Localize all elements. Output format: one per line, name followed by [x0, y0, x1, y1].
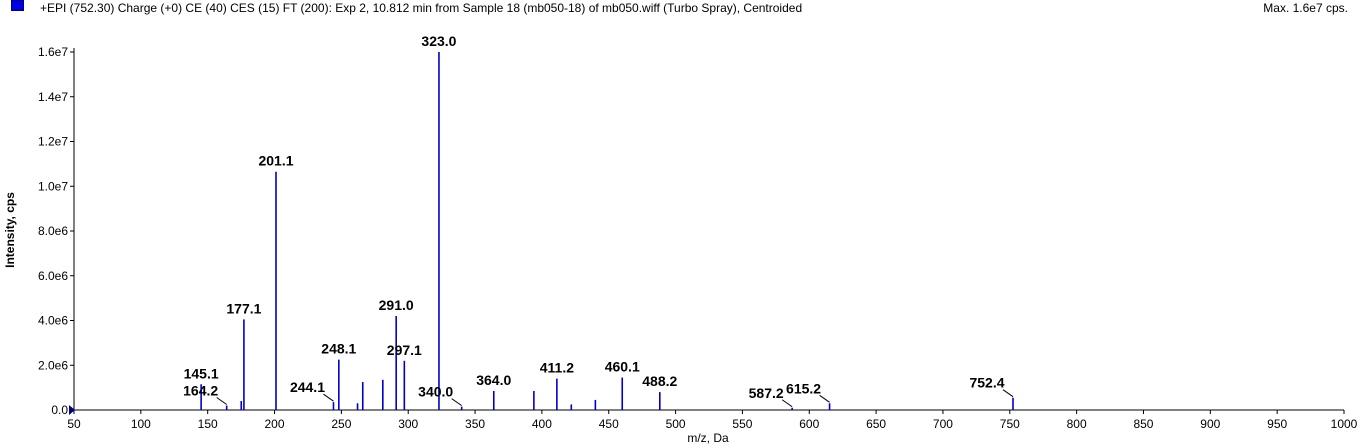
y-tick-label: 1.0e7	[38, 179, 68, 193]
max-intensity-label: Max. 1.6e7 cps.	[1263, 1, 1348, 15]
peak-label-leader	[819, 394, 830, 403]
peak-label-leader	[216, 397, 227, 405]
y-tick-label: 2.0e6	[38, 358, 68, 372]
peak-label: 340.0	[418, 384, 453, 400]
origin-marker	[69, 405, 75, 415]
y-tick-label: 1.4e7	[38, 90, 68, 104]
x-tick-label: 550	[732, 417, 752, 431]
y-tick-label: 8.0e6	[38, 224, 68, 238]
x-tick-label: 250	[331, 417, 351, 431]
legend-swatch	[11, 0, 24, 11]
x-tick-label: 800	[1067, 417, 1087, 431]
x-tick-label: 950	[1267, 417, 1287, 431]
peak-label: 460.1	[605, 359, 640, 375]
peak-label: 291.0	[379, 297, 414, 313]
x-axis-title: m/z, Da	[687, 431, 729, 445]
y-axis-title: Intensity, cps	[3, 192, 17, 268]
x-tick-label: 500	[666, 417, 686, 431]
y-tick-label: 6.0e6	[38, 269, 68, 283]
peak-label: 244.1	[290, 379, 325, 395]
x-tick-label: 50	[67, 417, 81, 431]
peak-label: 587.2	[749, 385, 784, 401]
peak-label: 364.0	[476, 372, 511, 388]
x-tick-label: 400	[532, 417, 552, 431]
x-tick-label: 600	[799, 417, 819, 431]
peak-label: 145.1	[184, 365, 219, 381]
x-tick-label: 350	[465, 417, 485, 431]
peak-label: 411.2	[540, 360, 574, 376]
peak-label: 752.4	[969, 375, 1004, 391]
peak-label: 248.1	[321, 341, 356, 357]
y-tick-label: 4.0e6	[38, 314, 68, 328]
x-tick-label: 300	[398, 417, 418, 431]
peak-label-leader	[451, 398, 462, 407]
peak-label: 297.1	[387, 342, 422, 358]
peak-label: 615.2	[786, 380, 821, 396]
peak-label: 201.1	[258, 153, 293, 169]
x-tick-label: 700	[933, 417, 953, 431]
peak-label: 164.2	[183, 383, 218, 399]
y-tick-label: 0.0	[51, 403, 68, 417]
x-tick-label: 150	[198, 417, 218, 431]
spectrum-title: +EPI (752.30) Charge (+0) CE (40) CES (1…	[40, 1, 803, 15]
peak-label: 323.0	[421, 33, 456, 49]
x-tick-label: 450	[599, 417, 619, 431]
y-tick-label: 1.6e7	[38, 45, 68, 59]
x-tick-label: 200	[265, 417, 285, 431]
x-tick-label: 900	[1200, 417, 1220, 431]
x-tick-label: 750	[1000, 417, 1020, 431]
peak-label: 177.1	[226, 300, 261, 316]
x-tick-label: 1000	[1331, 417, 1358, 431]
y-tick-label: 1.2e7	[38, 135, 68, 149]
x-tick-label: 650	[866, 417, 886, 431]
peak-label: 488.2	[642, 373, 677, 389]
peak-label-leader	[1002, 389, 1014, 398]
x-tick-label: 850	[1133, 417, 1153, 431]
peak-label-leader	[781, 399, 793, 408]
x-tick-label: 100	[131, 417, 151, 431]
peak-label-leader	[323, 393, 334, 402]
